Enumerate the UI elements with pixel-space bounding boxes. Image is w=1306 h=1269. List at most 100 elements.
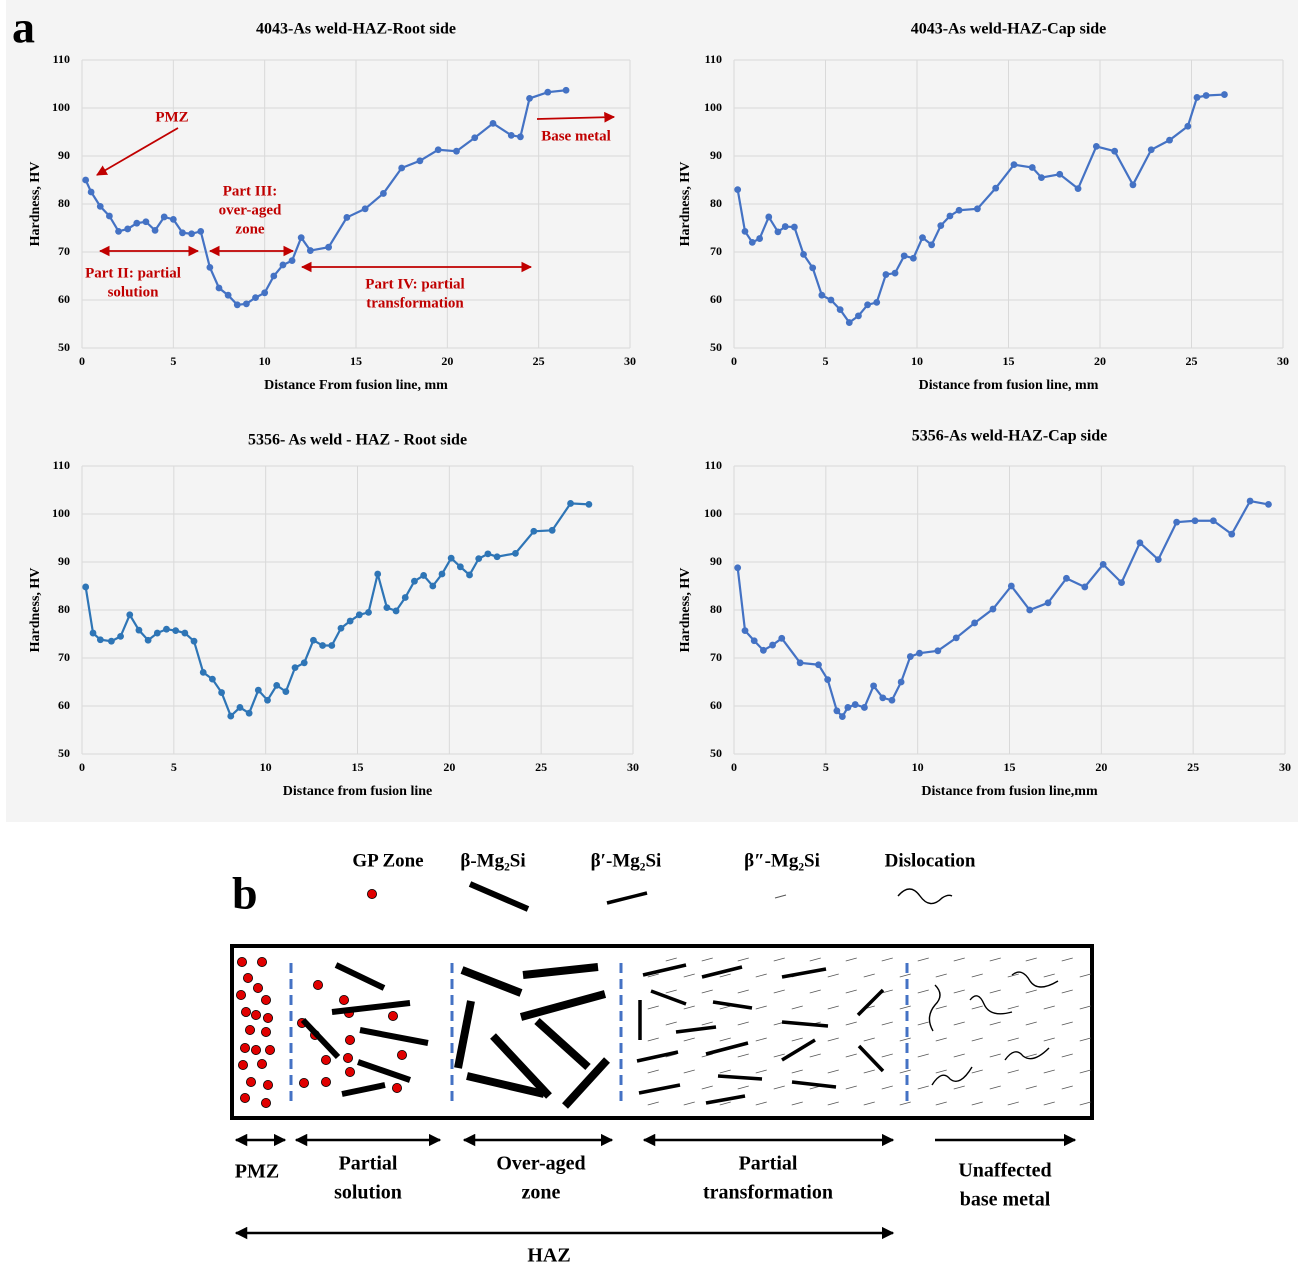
data-point	[906, 653, 914, 660]
data-point	[1166, 136, 1173, 144]
precipitate	[717, 1074, 763, 1081]
beta-double-prime	[701, 989, 713, 994]
y-tick-label: 90	[58, 148, 70, 162]
beta-double-prime	[899, 1069, 911, 1074]
beta-double-prime	[845, 1021, 857, 1026]
gp-zone	[235, 990, 246, 1001]
beta-double-prime	[1007, 1037, 1019, 1042]
beta-double-prime	[827, 1101, 839, 1106]
data-point	[544, 88, 552, 96]
annotation: over-aged	[219, 202, 282, 218]
beta-double-prime	[989, 1021, 1001, 1026]
data-point	[1209, 517, 1217, 525]
data-point	[838, 713, 846, 720]
data-point	[765, 213, 773, 221]
data-point	[392, 607, 400, 615]
x-tick-label: 5	[170, 354, 176, 368]
gp-zone	[256, 957, 267, 968]
data-point	[188, 230, 196, 238]
data-point	[934, 647, 942, 655]
data-point	[401, 594, 409, 601]
data-point	[1044, 599, 1052, 607]
data-point	[135, 626, 143, 634]
beta-double-prime	[791, 1037, 803, 1042]
data-point	[873, 299, 881, 306]
beta-double-prime	[917, 989, 929, 994]
beta-double-prime	[647, 1037, 659, 1042]
beta-double-prime	[809, 989, 821, 994]
beta-double-prime	[863, 973, 875, 978]
data-point	[992, 184, 1000, 192]
annotation: Part IV: partial	[365, 276, 464, 292]
beta-double-prime	[809, 957, 821, 962]
data-point	[1154, 556, 1162, 563]
data-point	[530, 527, 538, 535]
dislocation	[1004, 1047, 1050, 1061]
data-point	[209, 675, 216, 683]
data-point	[844, 704, 852, 711]
beta-double-prime	[899, 1037, 911, 1042]
data-point	[142, 218, 150, 226]
data-point	[796, 659, 804, 667]
beta-double-prime	[755, 1069, 767, 1074]
beta-double-prime	[737, 989, 749, 994]
zone-label: zone	[522, 1182, 561, 1204]
data-point	[879, 694, 887, 702]
zone-label: Unaffected	[958, 1160, 1051, 1182]
beta-double-prime	[881, 1021, 893, 1026]
beta-double-prime	[935, 1037, 947, 1042]
data-point	[199, 669, 207, 676]
y-tick-label: 110	[705, 52, 722, 66]
beta-double-prime	[755, 1037, 767, 1042]
precipitate	[712, 1000, 753, 1010]
data-point	[197, 227, 205, 235]
data-point	[815, 661, 822, 669]
beta-double-prime	[647, 1101, 659, 1106]
beta-double-prime	[1043, 1101, 1055, 1106]
gp-zone	[342, 1053, 353, 1064]
beta-double-prime	[827, 1005, 839, 1010]
y-tick-label: 70	[58, 650, 70, 664]
beta-double-prime	[881, 989, 893, 994]
data-point	[824, 676, 832, 683]
annotation-arrow	[96, 127, 179, 176]
data-point	[1193, 94, 1201, 101]
data-point	[769, 641, 776, 649]
data-point	[1228, 530, 1236, 538]
precipitate	[705, 1094, 746, 1105]
data-point	[973, 205, 981, 213]
beta-double-prime	[773, 1085, 785, 1090]
beta-double-prime	[773, 957, 785, 962]
data-point	[133, 219, 141, 227]
y-tick-label: 70	[710, 244, 722, 258]
gp-zone	[237, 1060, 248, 1071]
data-point	[916, 649, 923, 657]
data-point	[567, 500, 574, 507]
data-point	[833, 707, 841, 715]
gp-zone	[320, 1077, 331, 1088]
beta-double-prime	[881, 957, 893, 962]
precipitate	[331, 1000, 411, 1015]
beta-double-prime	[737, 1053, 749, 1058]
data-point	[115, 227, 122, 235]
beta-double-prime	[881, 1053, 893, 1058]
legend-beta-prime	[606, 891, 648, 905]
y-axis-label: Hardness, HV	[28, 162, 43, 247]
x-tick-label: 25	[1187, 760, 1199, 774]
beta-double-prime	[953, 989, 965, 994]
data-point	[374, 570, 382, 578]
beta-double-prime	[971, 1069, 983, 1074]
annotation: Part III:	[223, 183, 278, 199]
data-point	[952, 634, 960, 642]
data-point	[153, 629, 161, 637]
x-axis-label: Distance from fusion line	[283, 784, 432, 799]
x-tick-label: 30	[624, 354, 636, 368]
beta-double-prime	[899, 1005, 911, 1010]
data-point	[827, 296, 835, 304]
data-point	[106, 212, 113, 220]
beta-double-prime	[755, 1005, 767, 1010]
y-tick-label: 110	[705, 458, 722, 472]
data-point	[365, 609, 372, 616]
data-point	[416, 157, 424, 165]
data-point	[1081, 583, 1089, 591]
